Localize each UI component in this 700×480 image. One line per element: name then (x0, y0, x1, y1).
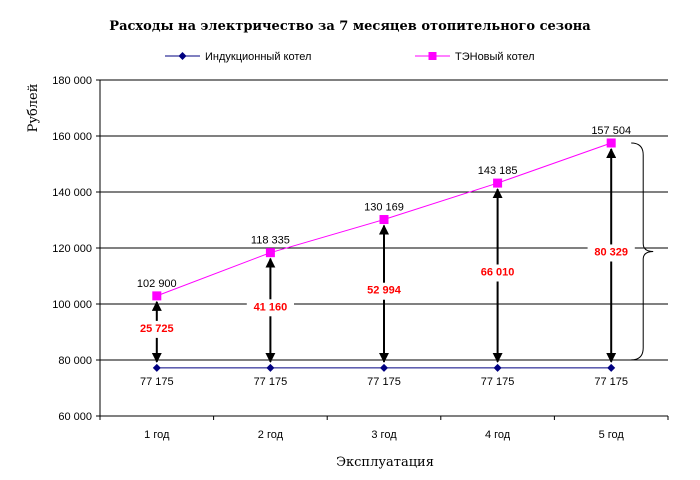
x-tick-label: 3 год (371, 429, 397, 441)
induction-point (152, 363, 161, 372)
y-tick-label: 60 000 (58, 411, 92, 423)
data-labels: 25 725 41 160 52 994 66 010 80 329 77 175 77 1… (133, 125, 635, 388)
axes (96, 79, 669, 420)
ten-point (606, 138, 616, 148)
difference-label: 80 329 (594, 246, 628, 258)
difference-arrows (151, 147, 617, 363)
difference-label-bg (587, 244, 635, 259)
ten-value-label: 157 504 (591, 125, 631, 137)
legend-label-induction: Индукционный котел (205, 51, 311, 63)
y-axis-title: Рублей (26, 84, 41, 133)
x-tick-label: 1 год (144, 429, 170, 441)
y-tick-labels: 60 000 80 000 100 000 120 000 140 000 160 000… (52, 75, 92, 423)
x-tick-label: 4 год (485, 429, 511, 441)
induction-value-label: 77 175 (481, 376, 515, 388)
difference-label-bg (360, 282, 408, 297)
x-tick-label: 5 год (599, 429, 625, 441)
induction-value-label: 77 175 (367, 376, 401, 388)
y-tick-label: 180 000 (52, 75, 92, 87)
induction-point (607, 363, 616, 372)
ten-point (152, 291, 162, 301)
difference-brace (631, 142, 654, 361)
y-tick-label: 140 000 (52, 187, 92, 199)
brace (631, 142, 654, 361)
y-tick-label: 120 000 (52, 243, 92, 255)
chart-title: Расходы на электричество за 7 месяцев от… (109, 19, 591, 34)
difference-label-bg (133, 320, 181, 335)
legend-label-ten: ТЭНовый котел (455, 51, 535, 63)
legend-marker-induction (178, 52, 187, 60)
series (152, 138, 616, 372)
difference-label: 25 725 (140, 323, 174, 335)
ten-value-label: 143 185 (478, 165, 518, 177)
induction-point (493, 363, 502, 372)
induction-point (266, 363, 275, 372)
y-tick-label: 160 000 (52, 131, 92, 143)
ten-point (493, 178, 503, 188)
ten-point (379, 215, 389, 225)
induction-point (380, 363, 388, 372)
x-axis-title: Эксплуатация (336, 455, 434, 470)
y-tick-label: 80 000 (58, 355, 92, 367)
x-tick-labels: 1 год 2 год 3 год 4 год 5 год (144, 429, 624, 441)
difference-label: 66 010 (481, 266, 515, 278)
induction-value-label: 77 175 (594, 376, 628, 388)
ten-value-label: 118 335 (251, 235, 290, 247)
ten-value-label: 102 900 (137, 278, 177, 290)
difference-label-bg (246, 299, 294, 314)
difference-label-bg (474, 264, 522, 279)
legend-marker-ten (428, 52, 437, 60)
ten-point (265, 248, 275, 258)
legend: Индукционный котел ТЭНовый котел (165, 51, 535, 63)
ten-value-label: 130 169 (364, 202, 404, 214)
x-tick-label: 2 год (258, 429, 284, 441)
induction-value-label: 77 175 (140, 376, 174, 388)
induction-value-label: 77 175 (254, 376, 288, 388)
y-tick-label: 100 000 (52, 299, 92, 311)
difference-label: 41 160 (254, 301, 288, 313)
difference-label: 52 994 (367, 285, 402, 297)
